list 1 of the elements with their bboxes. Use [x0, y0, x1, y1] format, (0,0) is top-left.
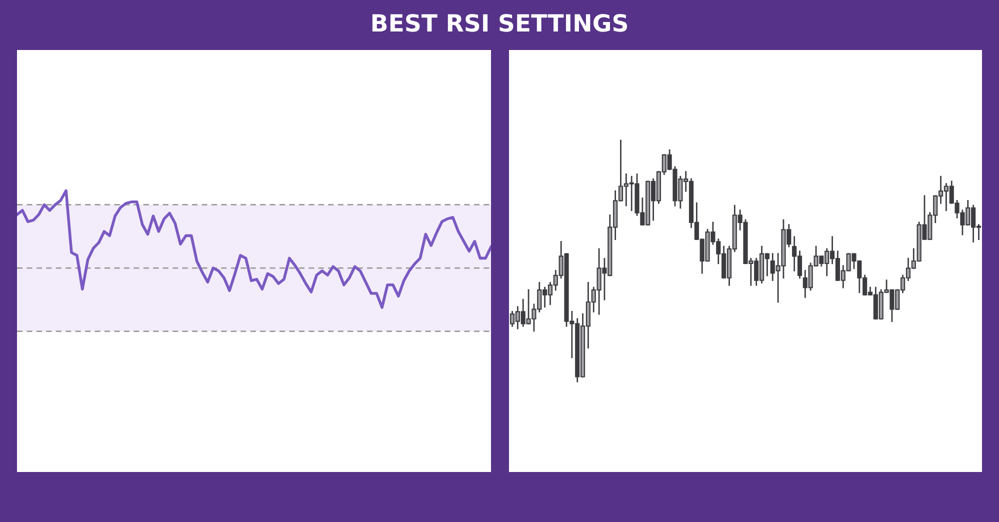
chart-title: BEST RSI SETTINGS [372, 14, 627, 32]
